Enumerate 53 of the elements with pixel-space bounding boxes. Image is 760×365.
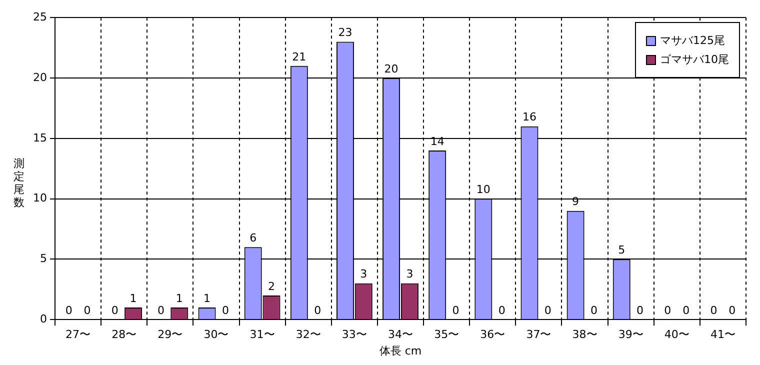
x-tick-label: 31〜 xyxy=(250,328,275,342)
data-label: 0 xyxy=(84,304,91,317)
data-label: 0 xyxy=(498,304,506,317)
x-tick-label: 41〜 xyxy=(710,328,736,342)
data-label: 0 xyxy=(314,304,322,317)
x-tick-label: 39〜 xyxy=(618,328,644,342)
data-label: 0 xyxy=(728,304,736,317)
data-label: 0 xyxy=(664,304,672,317)
data-label: 1 xyxy=(176,292,183,305)
data-label: 3 xyxy=(406,268,414,281)
y-tick-label: 20 xyxy=(32,70,47,84)
x-tick-label: 27〜 xyxy=(66,328,91,342)
data-label: 16 xyxy=(522,110,536,124)
y-tick-label: 10 xyxy=(32,192,47,205)
x-tick-label: 37〜 xyxy=(526,328,552,342)
x-tick-label: 36〜 xyxy=(480,328,506,342)
legend-label: マサバ125尾 xyxy=(660,33,725,48)
data-label: 3 xyxy=(360,268,368,281)
legend-label: ゴマサバ10尾 xyxy=(660,52,729,67)
data-label: 5 xyxy=(618,244,626,257)
data-label: 0 xyxy=(65,304,72,317)
x-axis-title: 体長 cm xyxy=(379,344,422,358)
data-label: 6 xyxy=(250,231,257,244)
data-label: 10 xyxy=(476,183,490,196)
data-label: 0 xyxy=(157,304,164,317)
y-tick-label: 5 xyxy=(40,252,47,266)
data-label: 0 xyxy=(544,304,552,317)
x-tick-label: 28〜 xyxy=(112,328,137,342)
data-label: 1 xyxy=(204,292,211,305)
data-label: 1 xyxy=(130,292,137,305)
data-label: 21 xyxy=(292,50,306,64)
data-label: 0 xyxy=(636,304,644,317)
x-tick-label: 40〜 xyxy=(664,328,690,342)
data-label: 0 xyxy=(590,304,598,317)
x-tick-label: 33〜 xyxy=(342,328,367,342)
data-label: 0 xyxy=(452,304,460,317)
y-tick-label: 0 xyxy=(40,312,47,326)
x-tick-label: 34〜 xyxy=(388,328,413,342)
y-tick-label: 25 xyxy=(32,10,47,24)
x-tick-label: 30〜 xyxy=(204,328,229,342)
data-label: 0 xyxy=(222,304,229,317)
x-tick-label: 32〜 xyxy=(296,328,321,342)
data-label: 0 xyxy=(111,304,118,317)
data-label: 0 xyxy=(682,304,690,317)
data-label: 0 xyxy=(710,304,718,317)
y-tick-label: 15 xyxy=(32,131,47,144)
y-axis-title: 測定尾数 xyxy=(14,157,24,209)
x-tick-label: 38〜 xyxy=(572,328,598,342)
data-label: 2 xyxy=(268,280,276,293)
x-tick-label: 35〜 xyxy=(434,328,460,342)
x-tick-label: 29〜 xyxy=(158,328,183,342)
data-label: 23 xyxy=(338,26,352,40)
data-label: 20 xyxy=(384,62,398,76)
